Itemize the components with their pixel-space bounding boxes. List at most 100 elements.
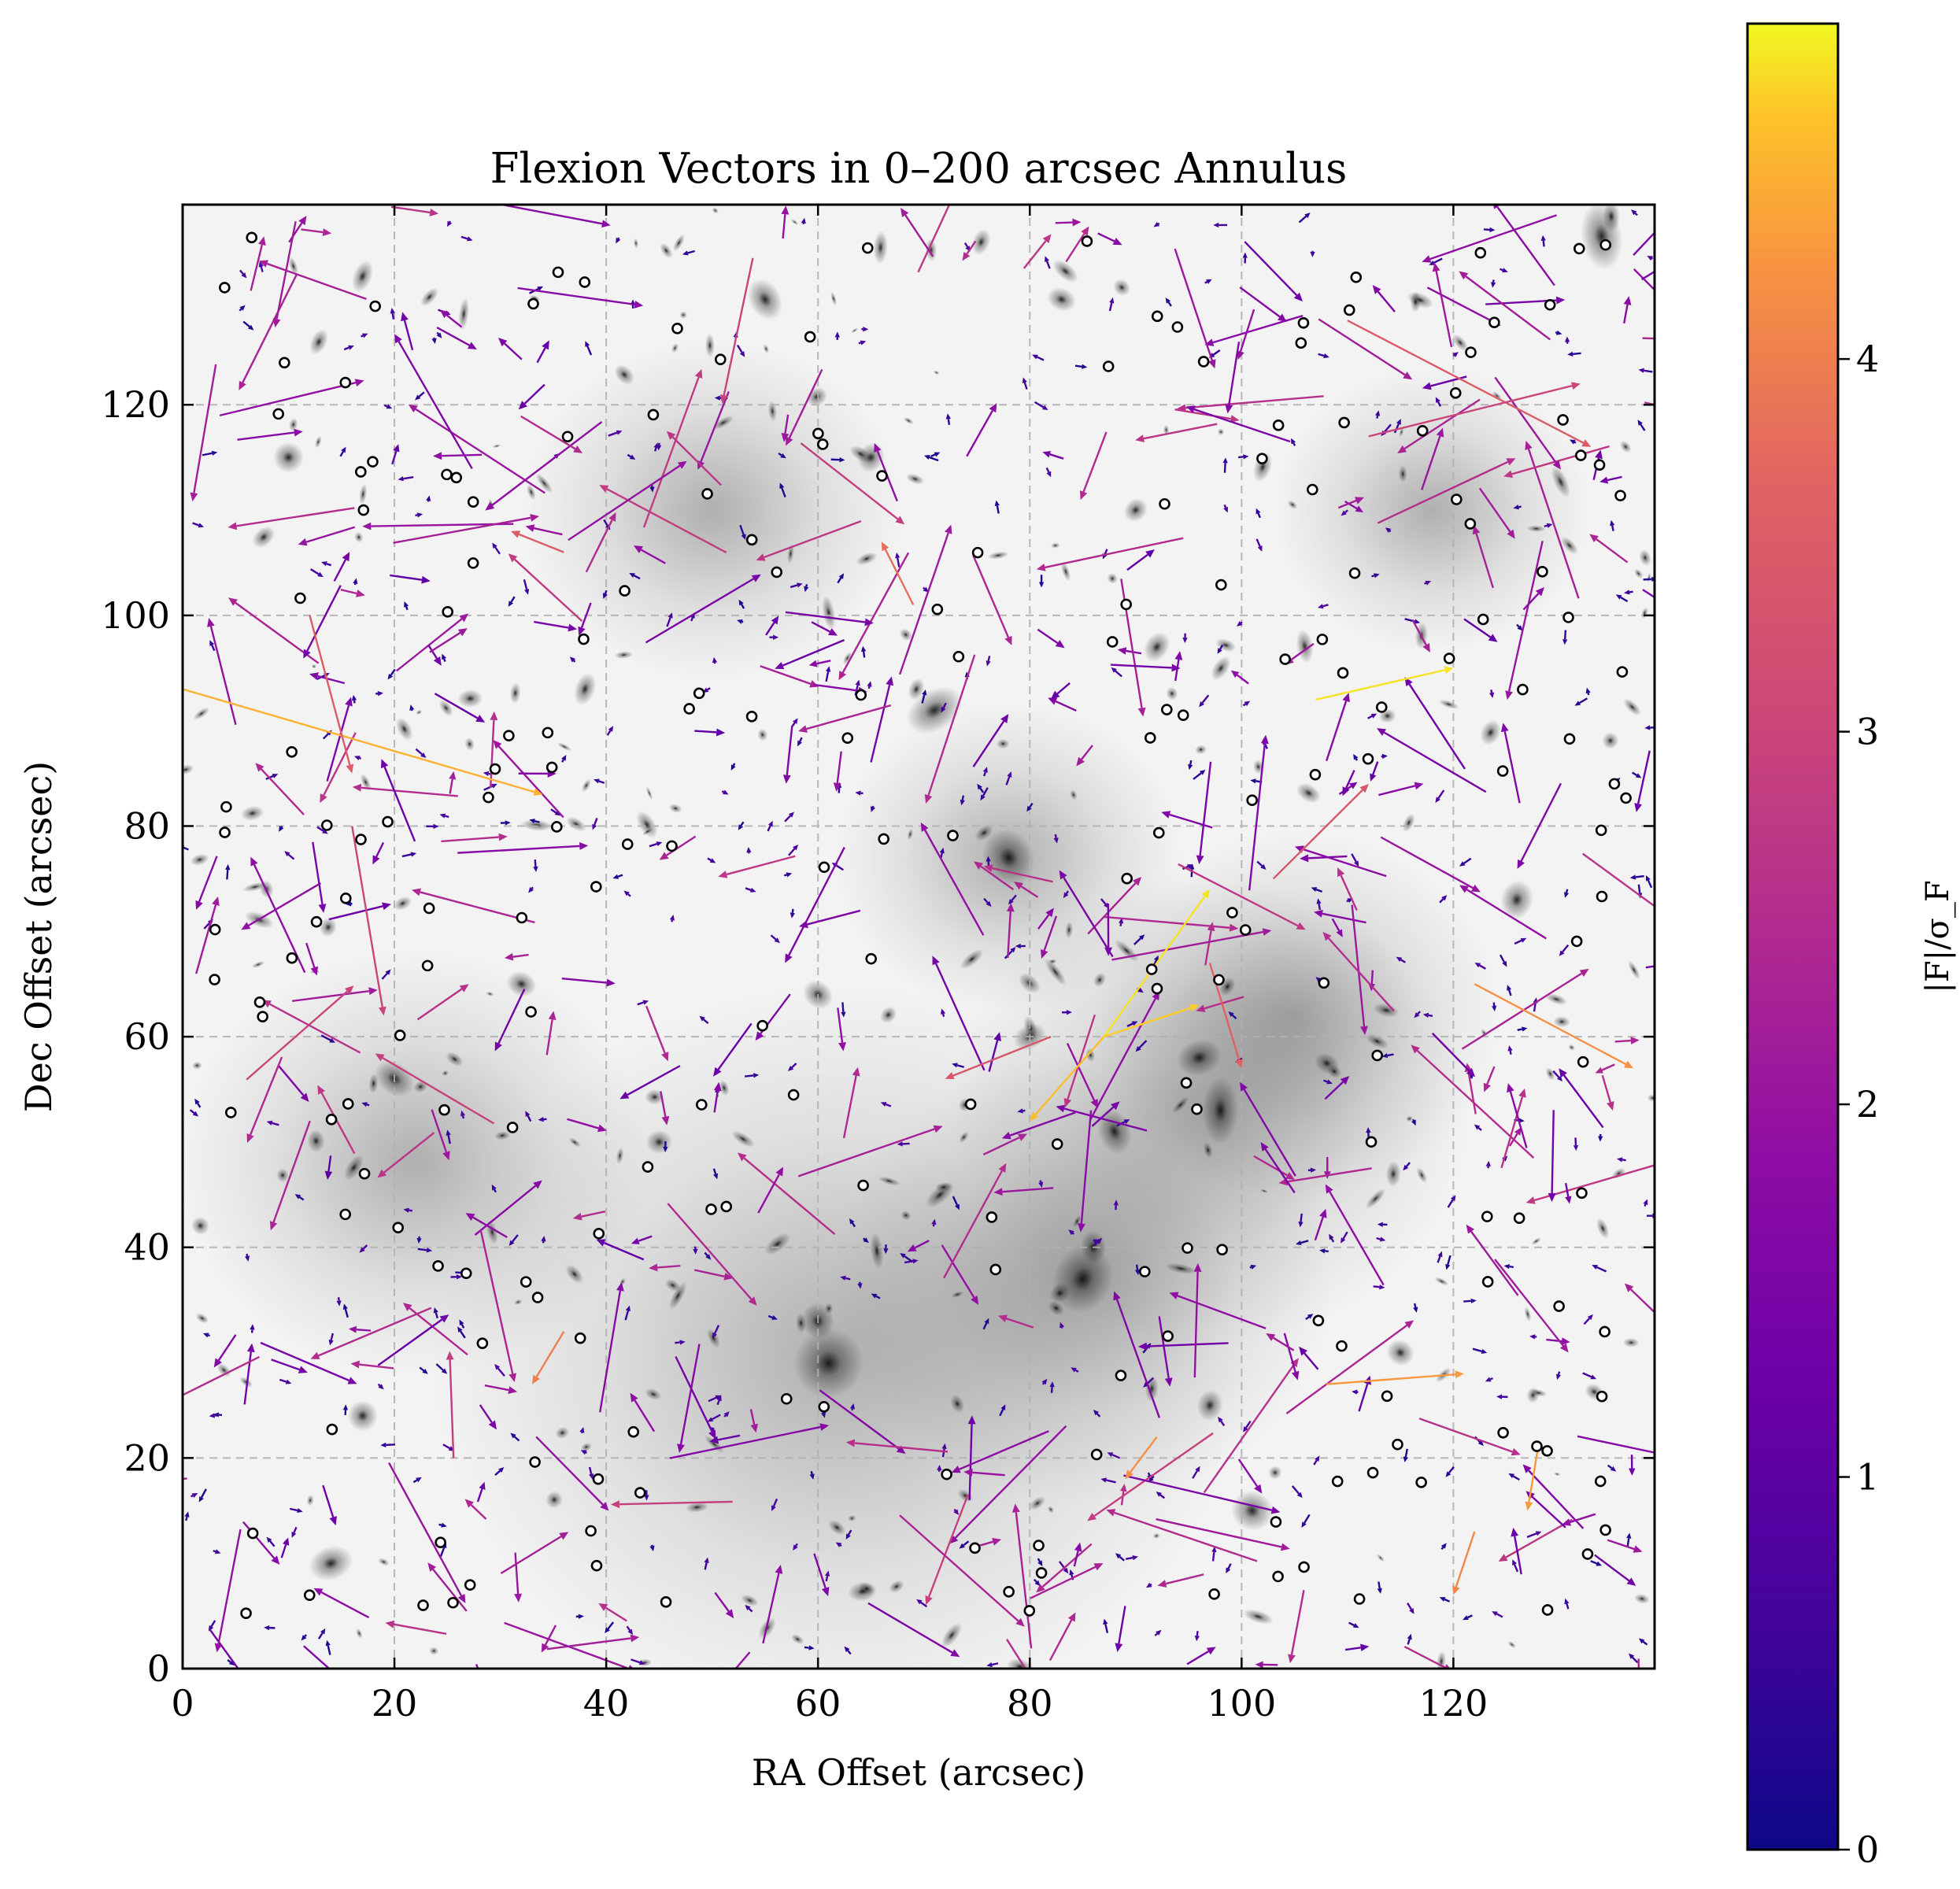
flexion-vector	[1188, 760, 1193, 771]
vector-head	[1226, 1567, 1231, 1574]
galaxy	[319, 917, 337, 937]
vector-head	[394, 334, 402, 344]
vector-shaft	[1126, 553, 1148, 571]
vector-head	[404, 601, 409, 608]
flexion-vector	[381, 759, 416, 842]
flexion-vector	[1615, 594, 1629, 603]
flexion-vector	[1111, 928, 1272, 961]
vector-head	[1123, 1119, 1130, 1125]
vector-shaft	[585, 519, 613, 573]
vector-shaft	[1322, 604, 1329, 608]
vector-head	[1040, 948, 1048, 959]
vector-head	[1082, 364, 1088, 369]
flexion-vector	[427, 1562, 468, 1612]
flexion-vector	[1341, 509, 1348, 516]
source-marker	[619, 585, 631, 597]
vector-head	[1222, 457, 1228, 464]
source-marker	[1337, 667, 1349, 679]
galaxy	[1203, 1142, 1213, 1159]
vector-shaft	[326, 704, 350, 782]
source-marker	[756, 1019, 768, 1032]
source-marker	[989, 1263, 1002, 1276]
vector-head	[934, 452, 941, 457]
vector-shaft	[318, 1307, 432, 1357]
vector-shaft	[322, 733, 329, 740]
vector-head	[351, 694, 357, 701]
vector-head	[356, 590, 365, 597]
vector-shaft	[444, 815, 449, 819]
source-marker	[219, 282, 231, 294]
galaxy	[190, 853, 209, 866]
flexion-vector	[1422, 1012, 1433, 1018]
vector-head	[923, 455, 930, 460]
vector-head	[372, 855, 380, 865]
vector-head	[269, 1221, 278, 1231]
flexion-vector	[624, 1305, 631, 1321]
vector-head	[398, 476, 404, 482]
flexion-vector	[271, 1359, 308, 1373]
vector-shaft	[1006, 1318, 1034, 1329]
source-marker	[1318, 977, 1330, 989]
vector-head	[548, 1011, 557, 1021]
source-marker	[1416, 425, 1429, 437]
vector-head	[1032, 354, 1038, 360]
galaxy	[193, 707, 210, 720]
vector-head	[284, 851, 290, 857]
vector-head	[756, 553, 766, 561]
vector-head	[864, 618, 874, 627]
vector-head	[198, 1495, 204, 1503]
flexion-vector	[266, 1120, 279, 1126]
vector-shaft	[293, 1526, 298, 1533]
vector-shaft	[227, 1659, 231, 1663]
vector-shaft	[1330, 1238, 1335, 1243]
flexion-vector	[446, 1129, 451, 1144]
flexion-vector	[538, 1117, 547, 1122]
flexion-vector	[666, 612, 673, 627]
vector-shaft	[987, 656, 991, 662]
galaxy	[1107, 573, 1118, 584]
vector-shaft	[1043, 915, 1058, 952]
vector-head	[348, 1325, 357, 1333]
flexion-vector	[383, 404, 393, 409]
flexion-vector	[1023, 234, 1052, 269]
flexion-vector	[361, 333, 368, 338]
vector-head	[1260, 734, 1269, 745]
vector-head	[653, 442, 659, 449]
vector-shaft	[1300, 1213, 1303, 1222]
vector-head	[785, 953, 793, 963]
vector-head	[329, 1037, 335, 1043]
flexion-vector	[415, 391, 425, 401]
vector-shaft	[1143, 423, 1218, 440]
vector-shaft	[703, 1018, 709, 1025]
source-marker	[1272, 1570, 1284, 1583]
galaxy	[614, 364, 634, 385]
flexion-vector	[811, 621, 838, 636]
vector-shaft	[660, 1091, 667, 1118]
vector-head	[1492, 1611, 1498, 1617]
flexion-vector	[431, 1109, 450, 1161]
vector-shaft	[924, 829, 985, 936]
vector-shaft	[536, 347, 546, 364]
vector-head	[1637, 420, 1643, 426]
vector-shaft	[344, 1308, 349, 1318]
vector-shaft	[790, 584, 798, 589]
flexion-vector	[541, 1236, 546, 1244]
vector-head	[745, 1604, 751, 1611]
flexion-vector	[1154, 1629, 1162, 1636]
vector-shaft	[982, 787, 989, 797]
vector-head	[1288, 1654, 1296, 1664]
chart-title: Flexion Vectors in 0–200 arcsec Annulus	[490, 145, 1348, 193]
source-marker	[1614, 490, 1626, 501]
vector-head	[317, 1085, 325, 1095]
vector-shaft	[1496, 206, 1555, 286]
flexion-vector	[352, 783, 458, 797]
flexion-vector	[1496, 1394, 1508, 1399]
galaxy	[856, 552, 878, 565]
flexion-vector	[1548, 1110, 1556, 1203]
vector-shaft	[1005, 1639, 1027, 1669]
galaxy	[1166, 686, 1178, 701]
source-marker	[590, 881, 602, 893]
vector-shaft	[1439, 898, 1444, 904]
vector-shaft	[1249, 1266, 1252, 1269]
vector-shaft	[237, 431, 295, 441]
